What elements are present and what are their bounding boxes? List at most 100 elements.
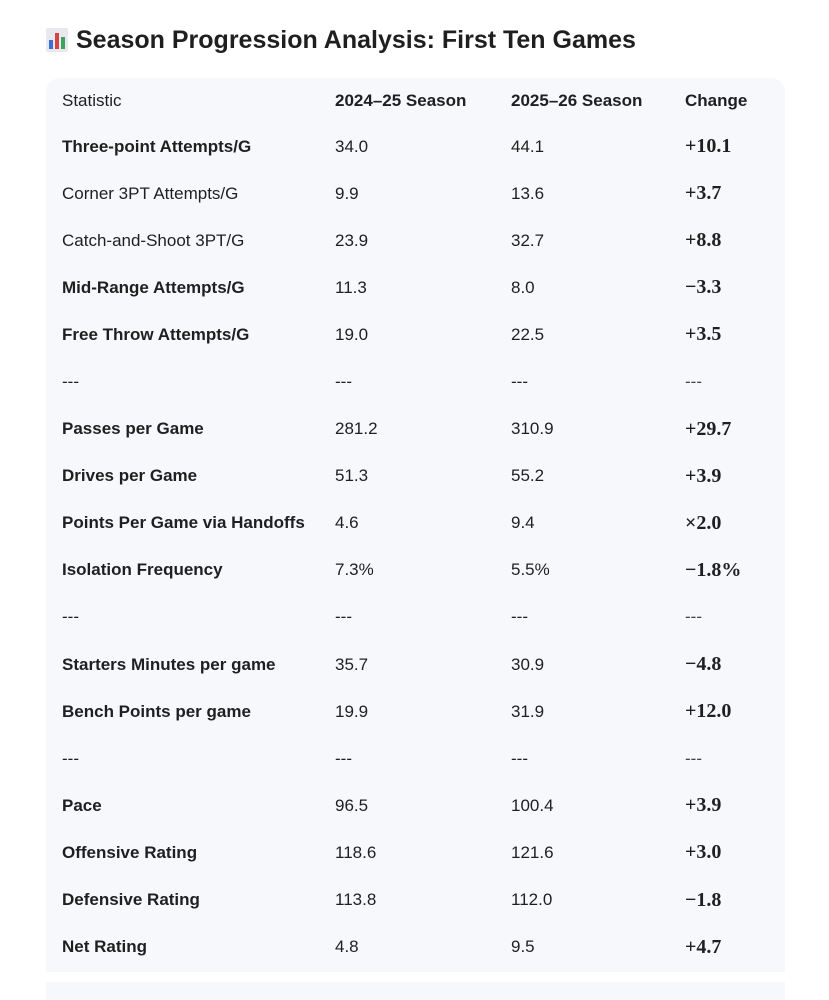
row-label: Catch-and-Shoot 3PT/G [62, 230, 245, 250]
row-label: Offensive Rating [62, 842, 198, 862]
header-row: Statistic 2024–25 Season 2025–26 Season Cha… [46, 78, 785, 123]
cell: 19.0 [335, 324, 369, 344]
row-label: Mid-Range Attempts/G [62, 277, 245, 297]
cell: --- [335, 607, 352, 627]
row-label: Net Rating [62, 937, 147, 957]
stats-table: Statistic 2024–25 Season 2025–26 Season Cha… [46, 78, 785, 971]
cell: +3.5 [685, 323, 722, 346]
bottom-strip [46, 982, 785, 1000]
cell: 310.9 [511, 419, 554, 439]
table-row: Passes per Game 281.2 310.9 +29.7 [46, 406, 785, 453]
cell: --- [685, 372, 702, 392]
cell: 13.6 [511, 183, 545, 203]
cell: 9.4 [511, 513, 535, 533]
row-label: Drives per Game [62, 466, 198, 486]
title: Season Progression Analysis: First Ten G… [76, 25, 636, 54]
table-row: Offensive Rating 118.6 121.6 +3.0 [46, 829, 785, 876]
row-label: --- [62, 372, 79, 392]
table-row: Points Per Game via Handoffs 4.6 9.4 ×2.0 [46, 500, 785, 547]
cell: 4.8 [335, 937, 359, 957]
cell: --- [685, 607, 702, 627]
column-header: Statistic [62, 90, 122, 110]
cell: --- [335, 748, 352, 768]
cell: 32.7 [511, 230, 545, 250]
row-label: Passes per Game [62, 419, 204, 439]
cell: 112.0 [511, 890, 553, 910]
table-row: --- --- --- --- [46, 358, 785, 405]
row-label: Free Throw Attempts/G [62, 324, 250, 344]
table-row: --- --- --- --- [46, 594, 785, 641]
cell: --- [335, 372, 352, 392]
table-row: Starters Minutes per game 35.7 30.9 −4.8 [46, 641, 785, 688]
cell: −3.3 [685, 276, 722, 299]
cell: +3.9 [685, 464, 722, 487]
table-row: --- --- --- --- [46, 735, 785, 782]
cell: 281.2 [335, 419, 378, 439]
chart-icon [46, 28, 68, 52]
table-row: Drives per Game 51.3 55.2 +3.9 [46, 453, 785, 500]
cell: 30.9 [511, 654, 545, 674]
table-row: Mid-Range Attempts/G 11.3 8.0 −3.3 [46, 264, 785, 311]
cell: 8.0 [511, 277, 535, 297]
cell: +12.0 [685, 700, 732, 723]
row-label: Pace [62, 795, 102, 815]
cell: 5.5% [511, 560, 550, 580]
row-label: Isolation Frequency [62, 560, 223, 580]
cell: 113.8 [335, 890, 377, 910]
cell: 121.6 [511, 842, 554, 862]
column-header: 2025–26 Season [511, 90, 643, 110]
table-row: Corner 3PT Attempts/G 9.9 13.6 +3.7 [46, 170, 785, 217]
cell: +10.1 [685, 135, 732, 158]
cell: --- [511, 748, 528, 768]
cell: 35.7 [335, 654, 369, 674]
cell: 96.5 [335, 795, 369, 815]
cell: −4.8 [685, 653, 722, 676]
table-container: Statistic 2024–25 Season 2025–26 Season Cha… [46, 78, 785, 972]
table-row: Defensive Rating 113.8 112.0 −1.8 [46, 877, 785, 924]
cell: +3.0 [685, 841, 722, 864]
row-label: --- [62, 748, 79, 768]
row-label: Points Per Game via Handoffs [62, 513, 305, 533]
table-body: Three-point Attempts/G 34.0 44.1 +10.1 Corne… [46, 123, 785, 971]
cell: 31.9 [511, 701, 545, 721]
row-label: Bench Points per game [62, 701, 251, 721]
cell: 100.4 [511, 795, 554, 815]
column-header: 2024–25 Season [335, 90, 467, 110]
row-label: Defensive Rating [62, 890, 200, 910]
column-header: Change [685, 90, 748, 110]
cell: +3.9 [685, 794, 722, 817]
cell: 19.9 [335, 701, 369, 721]
cell: 4.6 [335, 513, 359, 533]
cell: +4.7 [685, 935, 722, 958]
cell: --- [511, 607, 528, 627]
cell: 51.3 [335, 466, 369, 486]
cell: −1.8 [685, 888, 722, 911]
table-row: Pace 96.5 100.4 +3.9 [46, 782, 785, 829]
row-label: --- [62, 607, 79, 627]
cell: 44.1 [511, 136, 545, 156]
cell: 22.5 [511, 324, 545, 344]
table-row: Net Rating 4.8 9.5 +4.7 [46, 924, 785, 971]
row-label: Three-point Attempts/G [62, 136, 252, 156]
row-label: Starters Minutes per game [62, 654, 276, 674]
cell: --- [685, 748, 702, 768]
cell: −1.8% [685, 558, 742, 581]
cell: 9.9 [335, 183, 359, 203]
cell: ×2.0 [685, 511, 722, 534]
cell: 7.3% [335, 560, 374, 580]
table-row: Isolation Frequency 7.3% 5.5% −1.8% [46, 547, 785, 594]
cell: +29.7 [685, 417, 732, 440]
table-row: Three-point Attempts/G 34.0 44.1 +10.1 [46, 123, 785, 170]
cell: +3.7 [685, 182, 722, 205]
cell: 55.2 [511, 466, 545, 486]
cell: 11.3 [335, 277, 367, 297]
cell: 9.5 [511, 937, 535, 957]
row-label: Corner 3PT Attempts/G [62, 183, 239, 203]
cell: 118.6 [335, 842, 377, 862]
cell: 34.0 [335, 136, 369, 156]
cell: --- [511, 372, 528, 392]
table-row: Catch-and-Shoot 3PT/G 23.9 32.7 +8.8 [46, 217, 785, 264]
cell: 23.9 [335, 230, 369, 250]
cell: +8.8 [685, 229, 722, 252]
